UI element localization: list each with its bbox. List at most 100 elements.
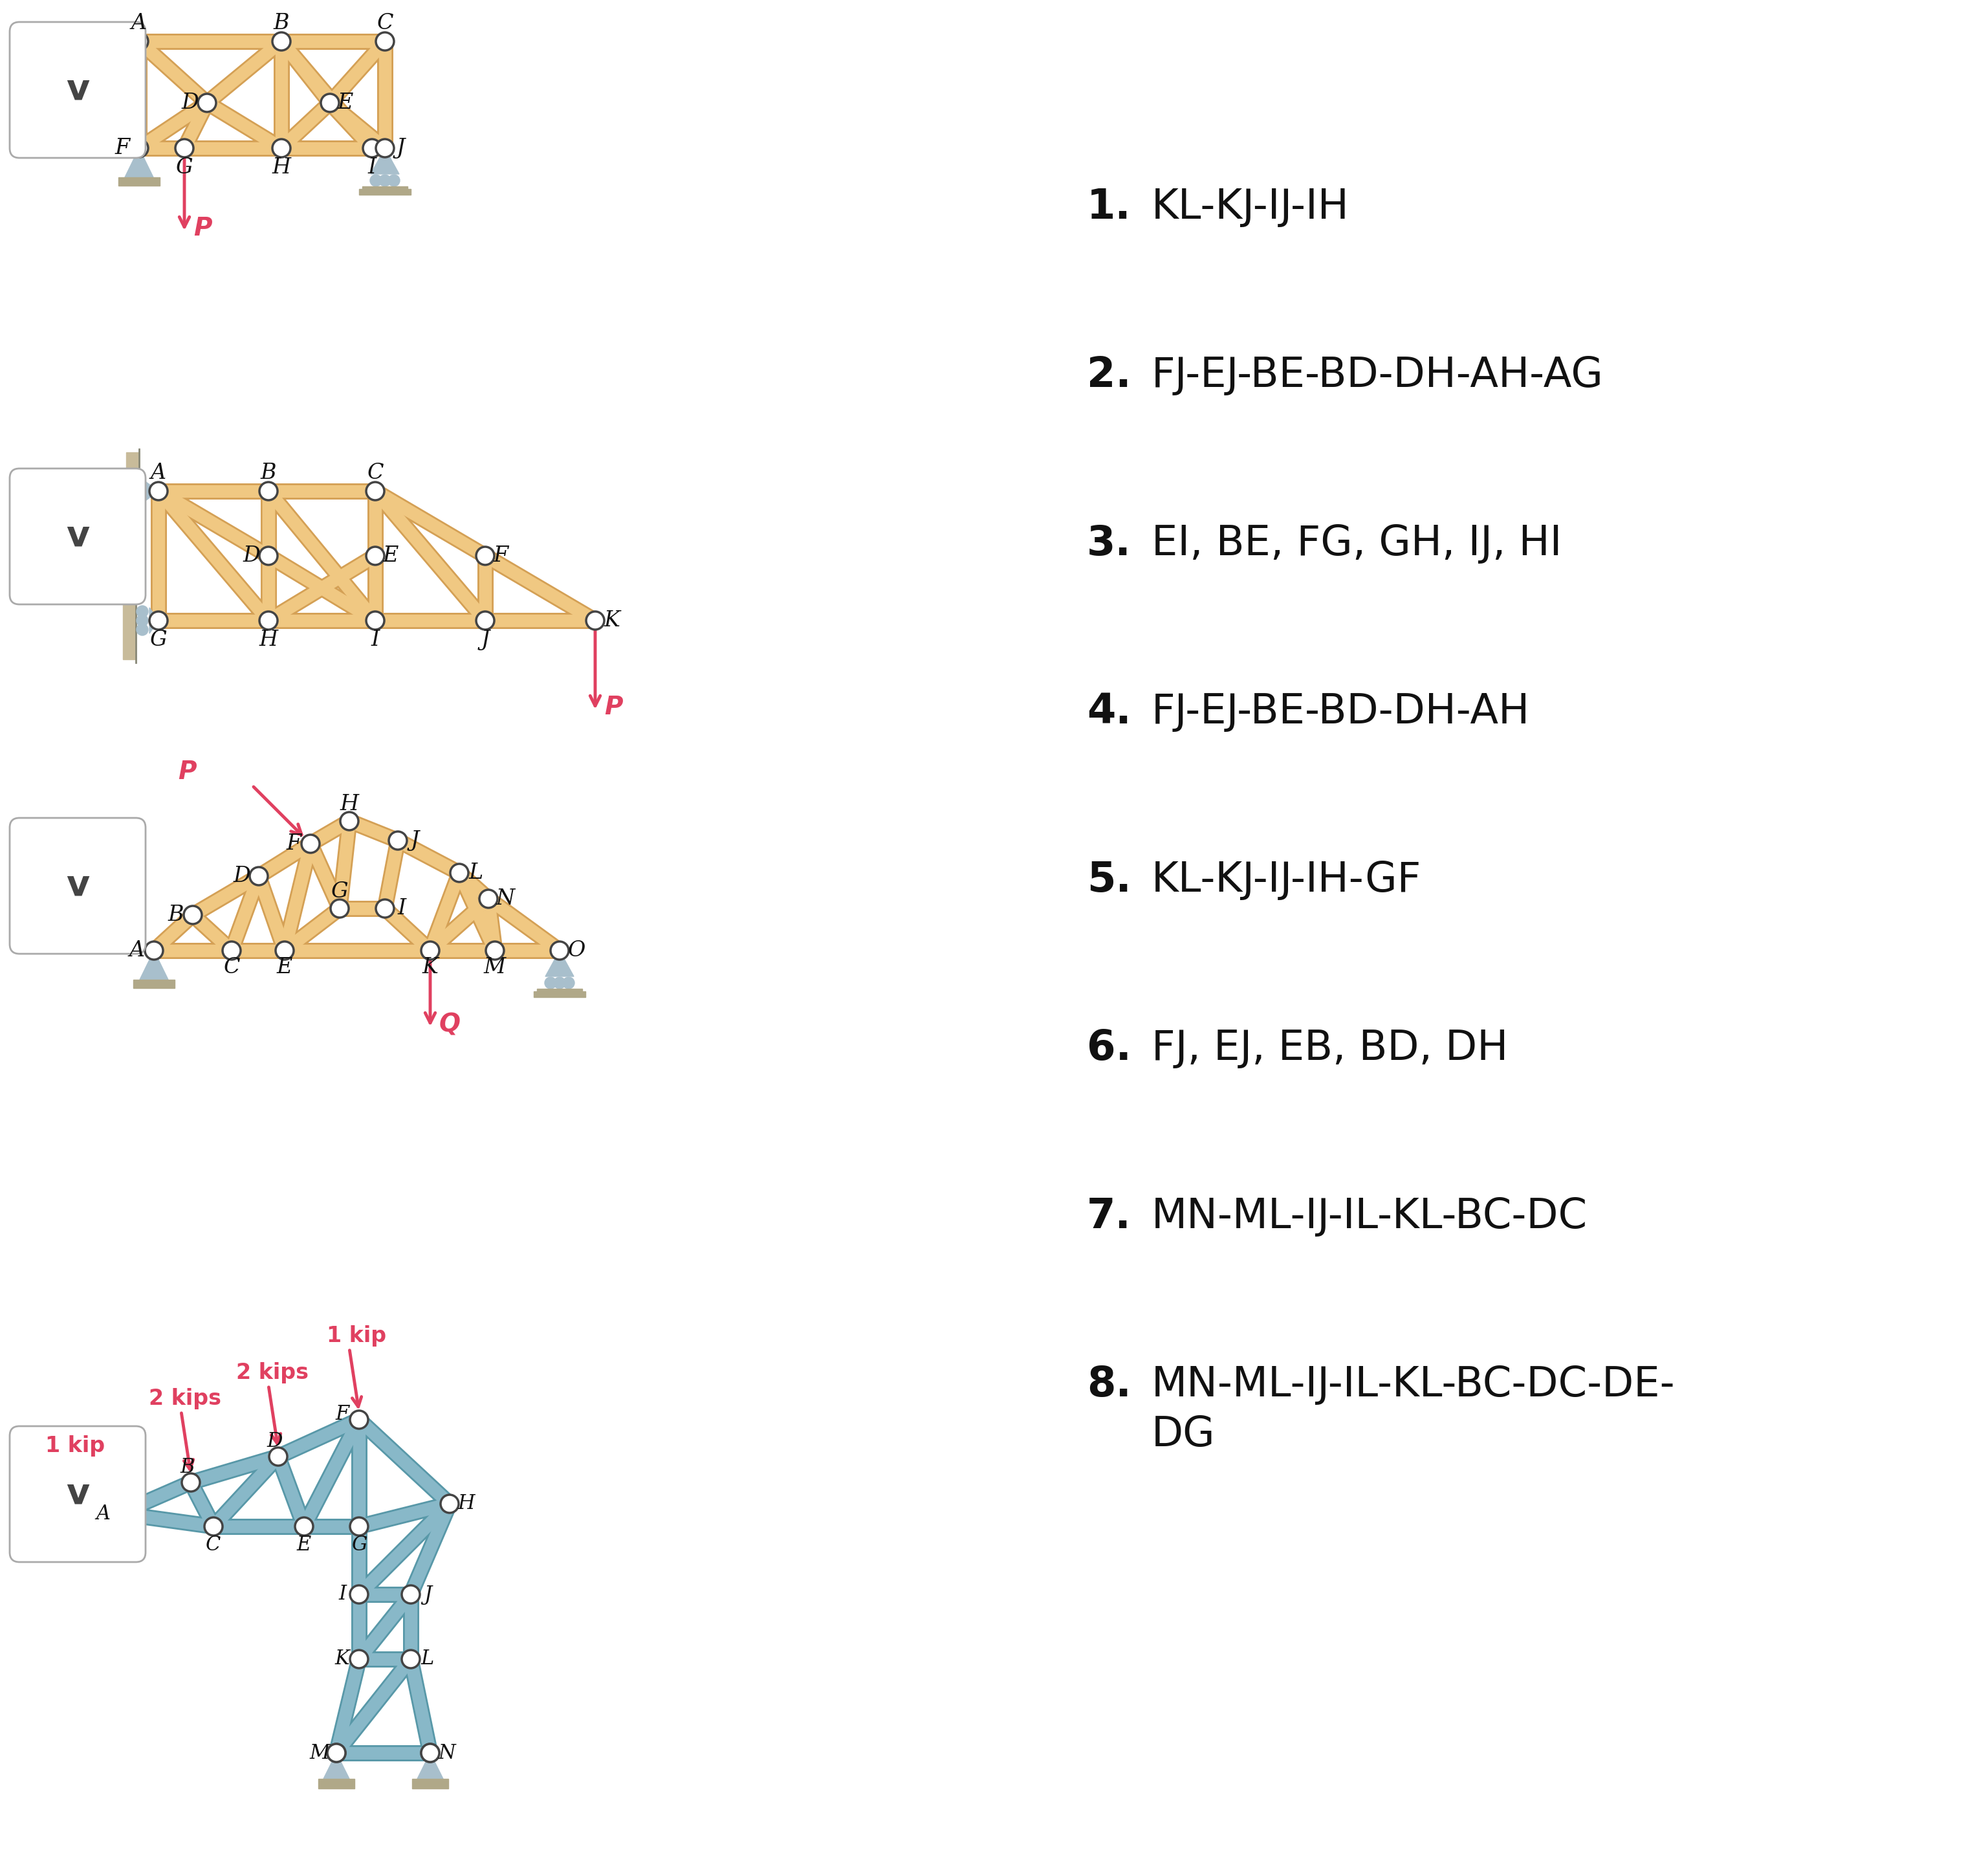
Text: E: E	[276, 956, 292, 979]
Text: M: M	[483, 956, 505, 979]
Text: F: F	[493, 546, 509, 566]
Text: MN-ML-IJ-IL-KL-BC-DC-DE-
DG: MN-ML-IJ-IL-KL-BC-DC-DE- DG	[1151, 1365, 1676, 1454]
Circle shape	[376, 899, 394, 918]
Text: G: G	[332, 881, 348, 903]
Text: 5.: 5.	[1087, 860, 1131, 901]
Text: B: B	[181, 1458, 195, 1476]
Text: G: G	[149, 629, 167, 651]
Text: C: C	[207, 1534, 221, 1554]
Circle shape	[328, 1745, 346, 1761]
Text: D: D	[233, 866, 250, 886]
Circle shape	[545, 977, 557, 988]
Circle shape	[258, 612, 278, 629]
Text: Q: Q	[439, 1012, 461, 1036]
Circle shape	[421, 1745, 439, 1761]
Circle shape	[272, 31, 290, 50]
Circle shape	[330, 899, 348, 918]
Text: D: D	[181, 92, 199, 113]
Polygon shape	[119, 178, 159, 185]
Circle shape	[205, 1517, 223, 1535]
Circle shape	[258, 483, 278, 500]
Circle shape	[129, 31, 149, 50]
Circle shape	[175, 139, 193, 157]
FancyBboxPatch shape	[10, 22, 145, 157]
Text: v: v	[66, 868, 89, 903]
Circle shape	[258, 548, 278, 564]
Text: 6.: 6.	[1087, 1029, 1131, 1067]
Circle shape	[551, 942, 569, 960]
Text: G: G	[175, 157, 193, 178]
Circle shape	[272, 139, 290, 157]
Polygon shape	[533, 992, 586, 997]
Polygon shape	[139, 951, 169, 981]
Circle shape	[366, 612, 384, 629]
Circle shape	[268, 1447, 286, 1465]
Text: F: F	[115, 139, 129, 159]
Text: 2.: 2.	[1087, 355, 1131, 396]
Polygon shape	[149, 607, 159, 633]
Text: C: C	[223, 956, 241, 979]
FancyBboxPatch shape	[10, 818, 145, 955]
Circle shape	[223, 942, 241, 960]
Text: F: F	[336, 1404, 350, 1424]
Polygon shape	[417, 1754, 443, 1780]
Text: G: G	[352, 1534, 368, 1554]
Circle shape	[421, 1745, 439, 1761]
Text: D: D	[266, 1432, 282, 1450]
Text: v: v	[66, 1476, 89, 1511]
Text: 3.: 3.	[1087, 524, 1131, 564]
Polygon shape	[412, 1780, 449, 1789]
Text: FJ-EJ-BE-BD-DH-AH: FJ-EJ-BE-BD-DH-AH	[1151, 692, 1531, 733]
Text: J: J	[410, 831, 419, 851]
Circle shape	[402, 1650, 419, 1669]
Text: H: H	[457, 1493, 475, 1513]
Text: H: H	[340, 794, 358, 814]
Polygon shape	[133, 980, 175, 988]
Circle shape	[563, 977, 575, 988]
Circle shape	[181, 1473, 201, 1491]
Text: I: I	[338, 1584, 346, 1604]
Polygon shape	[370, 148, 400, 174]
Text: FJ-EJ-BE-BD-DH-AH-AG: FJ-EJ-BE-BD-DH-AH-AG	[1151, 355, 1604, 396]
Text: K: K	[334, 1648, 350, 1669]
Circle shape	[137, 605, 149, 618]
Text: E: E	[384, 546, 400, 566]
Text: J: J	[396, 139, 406, 159]
Circle shape	[350, 1517, 368, 1535]
Text: P: P	[193, 216, 213, 240]
Text: I: I	[398, 897, 406, 919]
Circle shape	[145, 942, 163, 960]
Circle shape	[376, 31, 394, 50]
Circle shape	[586, 612, 604, 629]
Text: KL-KJ-IJ-IH: KL-KJ-IJ-IH	[1151, 187, 1350, 228]
Text: 2 kips: 2 kips	[149, 1388, 221, 1410]
Circle shape	[320, 94, 340, 113]
Text: L: L	[421, 1648, 433, 1669]
Text: 1 kip: 1 kip	[326, 1325, 386, 1347]
Text: A: A	[129, 940, 145, 960]
Polygon shape	[537, 988, 582, 992]
Polygon shape	[360, 189, 412, 194]
FancyBboxPatch shape	[10, 1426, 145, 1561]
Polygon shape	[125, 148, 153, 178]
Circle shape	[137, 623, 149, 635]
Text: B: B	[274, 13, 290, 33]
Polygon shape	[125, 451, 139, 529]
Text: 1.: 1.	[1087, 187, 1131, 228]
Text: O: O	[567, 940, 584, 960]
Text: 4.: 4.	[1087, 692, 1131, 733]
Circle shape	[302, 834, 320, 853]
Circle shape	[390, 831, 408, 849]
Circle shape	[477, 612, 495, 629]
Circle shape	[350, 1585, 368, 1604]
Text: MN-ML-IJ-IL-KL-BC-DC: MN-ML-IJ-IL-KL-BC-DC	[1151, 1197, 1588, 1236]
Circle shape	[111, 1504, 129, 1523]
Circle shape	[183, 906, 203, 923]
Text: C: C	[368, 462, 384, 483]
Text: EI, BE, FG, GH, IJ, HI: EI, BE, FG, GH, IJ, HI	[1151, 524, 1563, 564]
Text: M: M	[310, 1743, 330, 1763]
Text: P: P	[604, 696, 622, 720]
Circle shape	[350, 1412, 368, 1428]
Circle shape	[477, 548, 495, 564]
Circle shape	[250, 868, 268, 884]
